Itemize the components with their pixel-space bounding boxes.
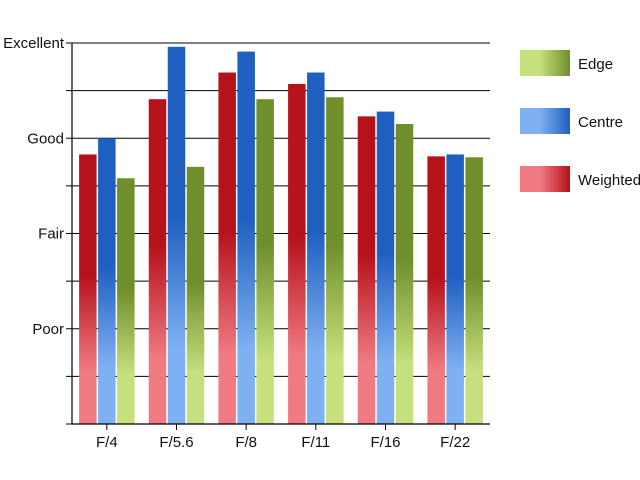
bar-centre-f-11 bbox=[307, 72, 325, 424]
bar-centre-f-5-6 bbox=[167, 46, 186, 425]
x-tick-label-f-8: F/8 bbox=[235, 434, 257, 451]
x-tick-label-f-5-6: F/5.6 bbox=[159, 434, 193, 451]
legend-swatch-centre bbox=[520, 108, 570, 134]
axis-labels: Poor Fair Good Excellent F/4 F/5.6 F/8 F/11 F/16… bbox=[3, 35, 470, 451]
bar-centre-f-22 bbox=[446, 154, 464, 424]
y-tick-label-good: Good bbox=[27, 130, 64, 147]
bar-edge-f-16 bbox=[395, 123, 414, 425]
bar-edge-f-22 bbox=[465, 157, 483, 425]
legend-swatch-edge bbox=[520, 50, 570, 76]
bar-weighted-f-22 bbox=[427, 156, 445, 424]
bar-weighted-f-4 bbox=[79, 154, 97, 424]
y-tick-label-poor: Poor bbox=[32, 321, 64, 338]
legend-swatch-weighted bbox=[520, 166, 570, 192]
bar-centre-f-4 bbox=[98, 138, 116, 424]
x-tick-label-f-22: F/22 bbox=[440, 434, 470, 451]
bar-weighted-f-16 bbox=[357, 116, 376, 424]
bar-edge-f-5-6 bbox=[186, 166, 205, 424]
x-tick-label-f-16: F/16 bbox=[370, 434, 400, 451]
axes bbox=[66, 42, 490, 430]
grid-lines bbox=[72, 42, 490, 377]
legend-label-edge: Edge bbox=[578, 56, 613, 73]
bar-centre-f-16 bbox=[376, 111, 395, 424]
x-tick-label-f-4: F/4 bbox=[96, 434, 118, 451]
x-tick-label-f-11: F/11 bbox=[301, 434, 330, 451]
bar-weighted-f-8 bbox=[218, 72, 236, 424]
y-tick-label-excellent: Excellent bbox=[3, 35, 65, 52]
bar-weighted-f-5-6 bbox=[148, 99, 167, 424]
bar-edge-f-11 bbox=[326, 97, 344, 424]
bar-weighted-f-11 bbox=[288, 83, 306, 425]
bar-edge-f-4 bbox=[117, 178, 135, 424]
y-tick-label-fair: Fair bbox=[38, 226, 64, 243]
legend-label-centre: Centre bbox=[578, 114, 623, 131]
bars bbox=[79, 46, 483, 425]
bar-edge-f-8 bbox=[256, 99, 274, 424]
legend-label-weighted: Weighted bbox=[578, 172, 640, 189]
bar-centre-f-8 bbox=[237, 51, 255, 424]
legend: Edge Centre Weighted bbox=[520, 50, 640, 192]
